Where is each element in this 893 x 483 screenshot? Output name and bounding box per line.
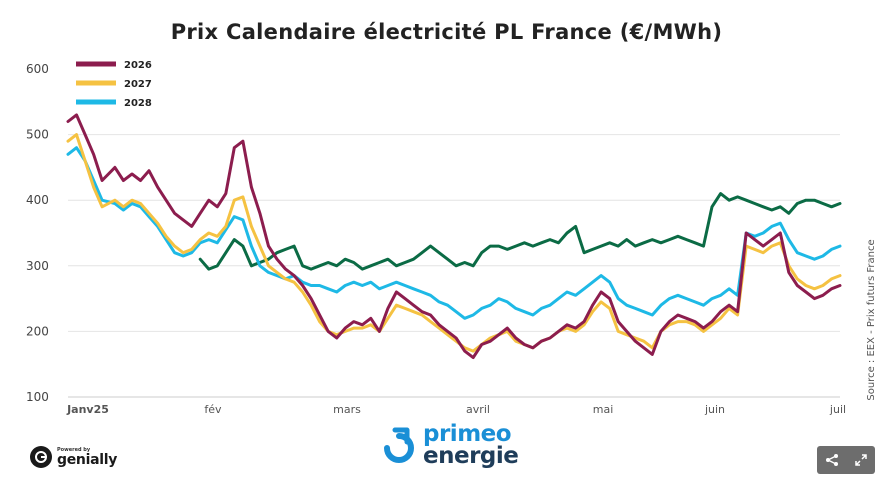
x-tick-label: juin: [704, 403, 725, 416]
share-icon: [825, 454, 838, 466]
legend: 2026 2027 2028: [76, 60, 152, 109]
y-tick-label: 100: [26, 390, 49, 404]
x-tick-label: mai: [593, 403, 614, 416]
brand-logo-icon: [384, 427, 414, 463]
chart-title: Prix Calendaire électricité PL France (€…: [170, 20, 723, 44]
y-tick-label: 400: [26, 193, 49, 207]
series-line-2028: [66, 146, 842, 320]
viewer-controls: [817, 446, 875, 474]
brand-logo: primeo energie: [381, 421, 519, 469]
fullscreen-button[interactable]: [851, 450, 871, 470]
x-tick-label: avril: [466, 403, 490, 416]
legend-label: 2028: [124, 98, 152, 109]
genially-wordmark: genially: [57, 451, 118, 468]
legend-label: 2026: [124, 60, 152, 71]
y-tick-label: 200: [26, 324, 49, 338]
genially-badge[interactable]: Powered by genially: [30, 444, 117, 470]
y-axis-ticks: 100 200 300 400 500 600: [26, 62, 49, 404]
x-tick-label: juil: [829, 403, 846, 416]
y-tick-label: 500: [26, 128, 49, 142]
share-button[interactable]: [822, 450, 842, 470]
legend-label: 2027: [124, 79, 152, 90]
x-tick-label: fév: [204, 403, 222, 416]
series-line-2027: [66, 133, 842, 353]
series-line-unlabeled: [198, 192, 842, 271]
x-tick-label: mars: [333, 403, 361, 416]
brand-name-line2: energie: [423, 443, 519, 469]
y-tick-label: 300: [26, 259, 49, 273]
x-axis-ticks: Janv25 fév mars avril mai juin juil: [66, 403, 846, 416]
brand-name-line1: primeo: [423, 421, 512, 448]
x-tick-label: Janv25: [66, 403, 109, 416]
series-lines: [66, 113, 842, 360]
genially-logo-icon: [30, 446, 52, 468]
source-note: Source : EEX - Prix futurs France: [866, 239, 877, 400]
fullscreen-icon: [854, 454, 867, 466]
series-line-2026: [66, 113, 842, 360]
genially-powered-label: Powered by: [57, 446, 91, 453]
y-tick-label: 600: [26, 62, 49, 76]
